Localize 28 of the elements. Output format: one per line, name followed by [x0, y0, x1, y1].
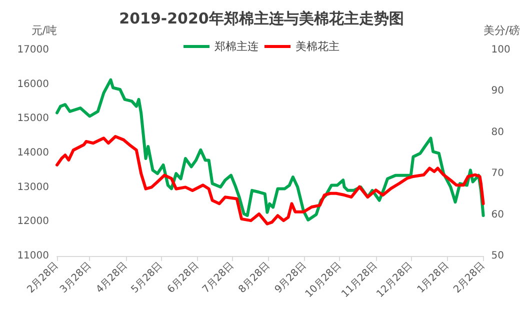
- x-tick-label: 4月28日: [94, 260, 130, 296]
- y2-tick-label: 60: [491, 209, 504, 220]
- legend-label: 美棉花主: [296, 40, 340, 53]
- x-tick-label: 8月28日: [236, 260, 272, 296]
- y-tick-label: 13000: [17, 182, 49, 193]
- y2-tick-label: 90: [491, 86, 504, 97]
- legend-label: 郑棉主连: [214, 40, 258, 53]
- x-tick-label: 3月28日: [58, 260, 94, 296]
- y-tick-label: 12000: [17, 216, 49, 228]
- y-tick-label: 15000: [17, 113, 49, 124]
- chart-title: 2019-2020年郑棉主连与美棉花主走势图: [119, 10, 404, 28]
- y-tick-label: 11000: [17, 250, 49, 262]
- y-tick-label: 17000: [17, 44, 49, 56]
- y2-tick-label: 50: [491, 250, 504, 262]
- line-series: [56, 135, 485, 226]
- x-tick-label: 6月28日: [166, 260, 202, 296]
- y-tick-label: 14000: [17, 148, 49, 158]
- y2-tick-label: 100: [491, 44, 510, 56]
- x-tick-label: 7月28日: [200, 260, 236, 296]
- x-tick-label: 2月28日: [452, 260, 488, 296]
- y2-tick-label: 70: [491, 168, 504, 180]
- y2-axis-title: 美分/磅: [483, 24, 520, 37]
- x-tick-label: 1月28日: [416, 260, 451, 296]
- y-axis-title: 元/吨: [31, 24, 57, 37]
- x-tick-label: 2月28日: [25, 260, 61, 296]
- x-tick-label: 5月28日: [129, 260, 165, 296]
- y2-tick-label: 80: [491, 126, 504, 138]
- y-tick-label: 16000: [17, 78, 49, 90]
